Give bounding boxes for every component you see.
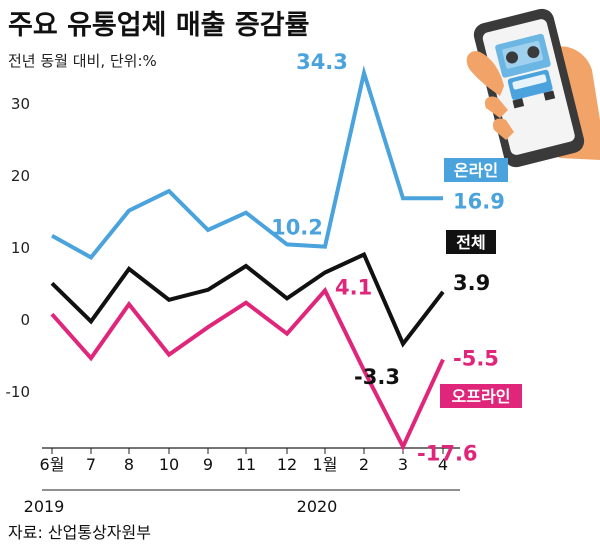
legend-online-label: 온라인 bbox=[454, 161, 498, 180]
data-labels: 10.2 34.3 16.9 -3.3 3.9 4.1 -17.6 -5.5 bbox=[271, 50, 505, 466]
x-tick-label: 4 bbox=[438, 455, 448, 474]
legend-total: 전체 bbox=[446, 230, 496, 254]
series-line-total bbox=[50, 251, 445, 348]
series-line-offline bbox=[50, 286, 445, 452]
legend-offline: 오프라인 bbox=[440, 384, 522, 408]
axes bbox=[42, 447, 460, 491]
data-label-offline: 4.1 bbox=[335, 275, 372, 299]
y-tick-label: 10 bbox=[11, 239, 30, 257]
legend-offline-label: 오프라인 bbox=[452, 387, 511, 406]
x-tick-label: 10 bbox=[159, 455, 179, 474]
legend-total-label: 전체 bbox=[456, 233, 485, 252]
x-tick-label: 3 bbox=[398, 455, 408, 474]
legend-online-badge bbox=[444, 158, 508, 182]
y-tick-label: 30 bbox=[11, 95, 30, 113]
y-tick-label: 20 bbox=[11, 167, 30, 185]
x-tick-label: 11 bbox=[236, 455, 256, 474]
series-lines bbox=[50, 65, 445, 452]
data-label-offline: -5.5 bbox=[453, 347, 499, 371]
x-tick-label: 12 bbox=[277, 455, 297, 474]
legend-online: 온라인 bbox=[444, 158, 508, 182]
x-tick-label: 1월 bbox=[313, 455, 338, 474]
source-note: 자료: 산업통상자원부 bbox=[8, 523, 151, 542]
x-tick-label: 6월 bbox=[40, 455, 65, 474]
series-line-online bbox=[51, 65, 443, 260]
year-label: 2020 bbox=[297, 497, 338, 516]
data-label-online: 16.9 bbox=[453, 189, 505, 213]
data-label-online: 34.3 bbox=[296, 50, 348, 74]
chart-subtitle: 전년 동월 대비, 단위:% bbox=[8, 52, 157, 70]
y-tick-label: -10 bbox=[6, 383, 31, 401]
year-label: 2019 bbox=[24, 497, 65, 516]
x-tick-label: 8 bbox=[124, 455, 134, 474]
x-tick-label: 2 bbox=[359, 455, 369, 474]
phone-delivery-truck-icon bbox=[466, 8, 600, 168]
x-tick-label: 9 bbox=[203, 455, 213, 474]
chart-title: 주요 유통업체 매출 증감률 bbox=[8, 10, 309, 41]
data-label-total: -3.3 bbox=[354, 365, 400, 389]
x-tick-label: 7 bbox=[86, 455, 96, 474]
data-label-offline: -17.6 bbox=[417, 442, 478, 466]
legend-total-badge bbox=[446, 230, 496, 254]
y-ticks: 30 20 10 0 -10 bbox=[6, 95, 31, 401]
legend-offline-badge bbox=[440, 384, 522, 408]
year-labels: 2019 2020 bbox=[24, 497, 338, 516]
data-label-online: 10.2 bbox=[271, 216, 323, 240]
y-tick-label: 0 bbox=[20, 311, 30, 329]
x-ticks: 6월 7 8 10 9 11 12 1월 2 3 4 bbox=[40, 448, 448, 474]
data-label-total: 3.9 bbox=[453, 271, 490, 295]
